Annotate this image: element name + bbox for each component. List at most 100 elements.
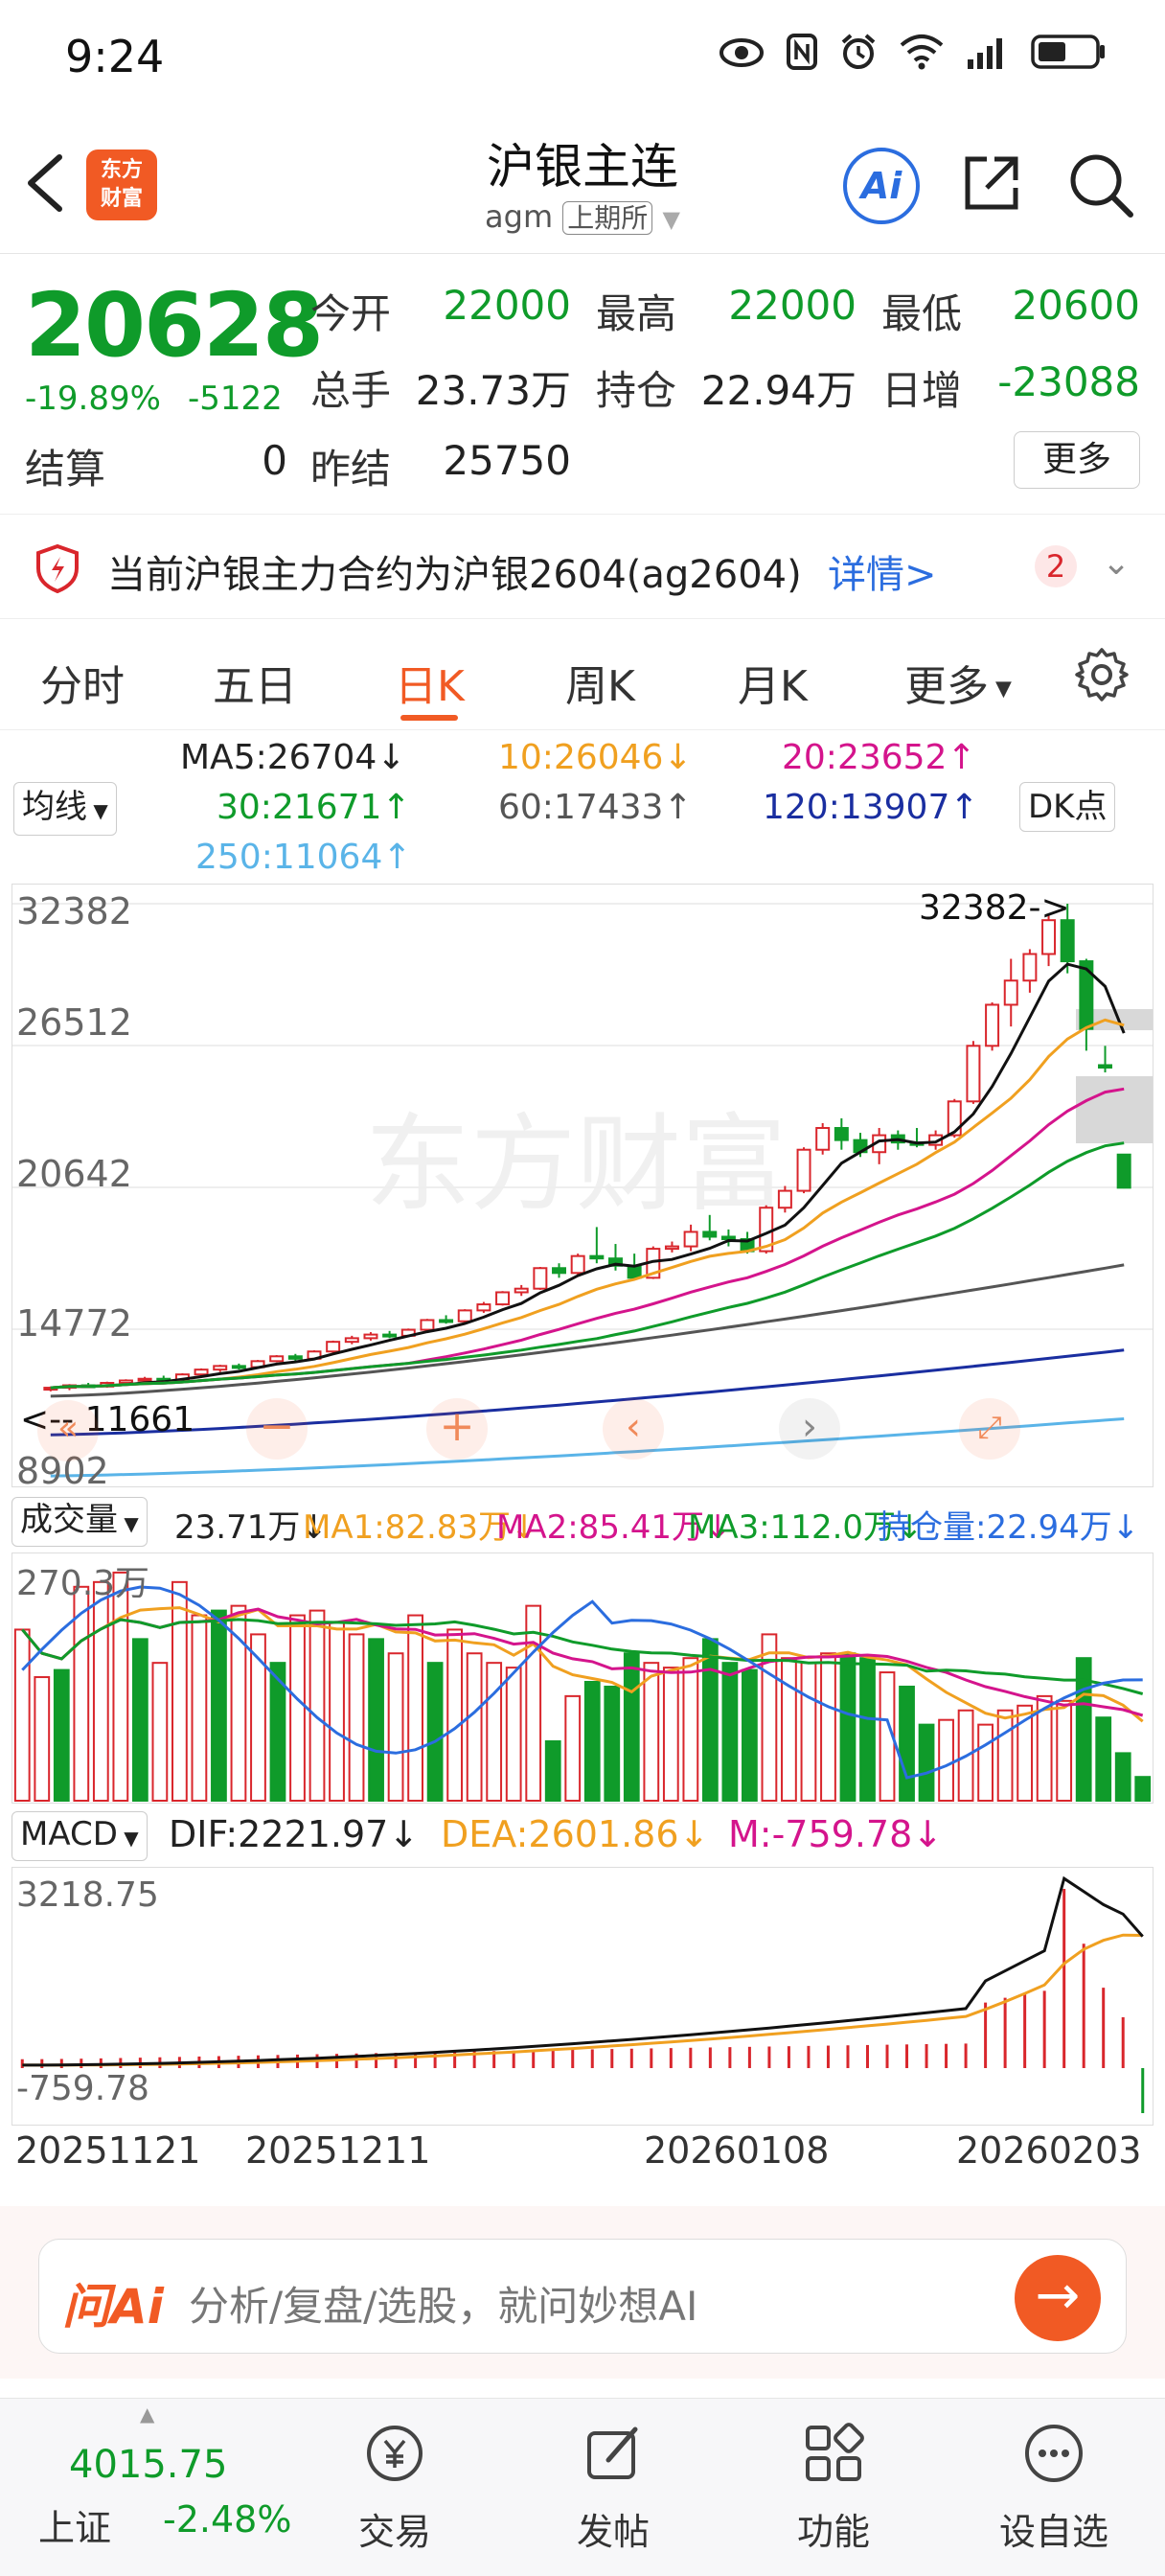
bottom-nav: ▲ 4015.75 上证 -2.48% 交易 发帖 功能 设自选 (0, 2398, 1165, 2576)
alarm-icon (839, 33, 878, 80)
signal-icon (966, 34, 1010, 78)
tab-daily-k[interactable]: 日K (395, 662, 465, 711)
notice-count-badge: 2 (1035, 545, 1077, 587)
ask-ai-input[interactable]: 问Ai 分析/复盘/选股，就问妙想AI → (38, 2239, 1127, 2354)
open-label: 今开 (310, 290, 392, 337)
battery-icon (1031, 34, 1108, 79)
nav-trade[interactable]: 交易 (308, 2418, 481, 2555)
candle-body (1022, 953, 1038, 982)
candle-body (231, 1365, 246, 1369)
ma60-legend: 60:17433↑ (498, 788, 693, 827)
chevron-down-icon[interactable]: ⌄ (1102, 543, 1131, 583)
fullscreen-button[interactable]: ⤢ (959, 1398, 1020, 1460)
open-interest-label: 持仓 (596, 367, 677, 414)
candle-body (589, 1254, 605, 1260)
ma120-line (50, 1348, 1125, 1437)
volume-bar (34, 1676, 51, 1802)
zoom-out-button[interactable]: − (246, 1398, 308, 1460)
ma-selector-label: 均线 (22, 788, 87, 826)
dk-point-button[interactable]: DK点 (1019, 782, 1116, 832)
candle-body (985, 1003, 1000, 1047)
ma5-line (50, 962, 1126, 1390)
open-interest-value: 22.94万 (700, 367, 857, 414)
nav-add-watchlist-label: 设自选 (998, 2511, 1108, 2553)
tab-intraday[interactable]: 分时 (40, 662, 125, 711)
volume-bar (426, 1662, 444, 1802)
candle-body (1041, 919, 1057, 955)
gear-icon[interactable] (1073, 646, 1131, 703)
kline-svg: 东方财富 (12, 903, 1153, 1478)
volume-bar (289, 1614, 306, 1802)
ma120-legend: 120:13907↑ (763, 788, 979, 827)
volume-selector-label: 成交量 (20, 1501, 118, 1539)
volume-chart[interactable]: 270.3万 (11, 1552, 1154, 1804)
candle-body (1003, 979, 1018, 1006)
search-icon[interactable] (1067, 151, 1134, 218)
volume-bar (977, 1723, 994, 1802)
status-time: 9:24 (65, 31, 165, 82)
volume-bar (53, 1668, 70, 1802)
y-axis-label: 20642 (16, 1153, 132, 1195)
nav-add-watchlist[interactable]: 设自选 (968, 2418, 1140, 2555)
candle-body (966, 1045, 981, 1103)
volume-bar (446, 1628, 464, 1802)
ma5-legend: MA5:26704↓ (180, 738, 406, 777)
tab-five-day[interactable]: 五日 (213, 662, 297, 711)
volume-bar (230, 1604, 247, 1802)
pan-right-button[interactable]: › (779, 1398, 840, 1460)
notice-detail-link[interactable]: 详情> (828, 553, 937, 597)
tab-monthly-k[interactable]: 月K (738, 662, 808, 711)
arrow-right-icon[interactable]: → (1015, 2255, 1101, 2341)
candle-body (514, 1287, 529, 1294)
rewind-button[interactable]: « (37, 1400, 99, 1461)
status-icons (719, 33, 1108, 80)
candle-body (947, 1100, 962, 1137)
candle-body (363, 1333, 378, 1340)
caret-down-icon: ▼ (662, 206, 680, 233)
volume-svg (13, 1571, 1152, 1803)
volume-bar (525, 1604, 542, 1802)
active-tab-indicator (400, 715, 458, 721)
ma20-legend: 20:23652↑ (782, 738, 976, 777)
candle-body (1060, 919, 1075, 963)
index-value[interactable]: 4015.75 (69, 2443, 228, 2487)
share-icon[interactable] (962, 153, 1021, 213)
macd-selector[interactable]: MACD ▼ (11, 1811, 148, 1861)
zoom-in-button[interactable]: + (426, 1398, 488, 1460)
date-label: 20260108 (644, 2129, 830, 2172)
tab-weekly-k[interactable]: 周K (565, 662, 635, 711)
ai-button[interactable]: Ai (843, 148, 920, 224)
volume-bar (643, 1662, 660, 1802)
volume-ma3-line (21, 1618, 1144, 1695)
pan-left-button[interactable]: ‹ (603, 1398, 664, 1460)
volume-bar (348, 1633, 365, 1803)
back-button[interactable] (23, 151, 65, 225)
volume-bar (131, 1638, 148, 1802)
instrument-code: agm (485, 198, 554, 235)
date-label: 20251211 (245, 2129, 431, 2172)
macd-chart[interactable]: 3218.75 -759.78 (11, 1867, 1154, 2126)
low-label: 最低 (881, 290, 963, 337)
nav-post[interactable]: 发帖 (527, 2418, 699, 2555)
contract-notice[interactable]: 当前沪银主力合约为沪银2604(ag2604) 详情> 2 ⌄ (0, 514, 1165, 619)
kline-chart[interactable]: 东方财富 32382 26512 20642 14772 8902 32382-… (11, 884, 1154, 1492)
volume-ma3-legend: MA3:112.0万↓ (688, 1508, 924, 1547)
volume-selector[interactable]: 成交量 ▼ (11, 1497, 148, 1547)
volume-bar (92, 1580, 109, 1803)
nav-trade-label: 交易 (357, 2511, 431, 2553)
period-tabs: 分时 五日 日K 周K 月K 更多 ▼ (0, 623, 1165, 730)
volume-bar (505, 1667, 522, 1803)
volume-ma1-line (21, 1606, 1144, 1723)
volume-ma2-legend: MA2:85.41万↓ (496, 1508, 732, 1547)
edit-icon (527, 2418, 699, 2489)
ma-selector[interactable]: 均线 ▼ (13, 782, 117, 836)
wifi-icon (899, 34, 945, 79)
nav-functions[interactable]: 功能 (747, 2418, 920, 2555)
tab-more[interactable]: 更多 ▼ (904, 652, 1012, 713)
more-button[interactable]: 更多 (1014, 431, 1140, 489)
volume-bar (859, 1657, 876, 1802)
volume-bar (486, 1662, 503, 1802)
candle-body (287, 1355, 303, 1360)
status-bar: 9:24 (0, 0, 1165, 115)
open-value: 22000 (443, 282, 571, 329)
